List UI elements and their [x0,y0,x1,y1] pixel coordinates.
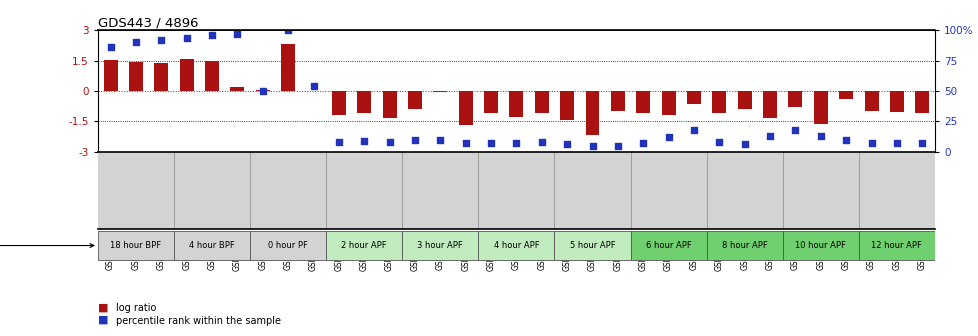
Text: 2 hour APF: 2 hour APF [341,241,386,250]
Text: 12 hour APF: 12 hour APF [870,241,921,250]
Text: 6 hour APF: 6 hour APF [645,241,690,250]
Point [432,137,448,142]
FancyBboxPatch shape [630,231,706,260]
Text: 4 hour APF: 4 hour APF [493,241,539,250]
FancyBboxPatch shape [174,231,249,260]
Point [305,83,321,89]
Bar [914,91,928,113]
Bar [255,89,270,91]
Text: log ratio: log ratio [115,303,156,313]
FancyBboxPatch shape [782,231,858,260]
Bar [712,91,726,113]
Point [786,127,802,132]
Text: ■: ■ [98,315,109,325]
FancyBboxPatch shape [554,231,630,260]
Text: ■: ■ [98,302,109,312]
Point [154,37,169,43]
Point [483,140,499,146]
Bar [408,91,422,109]
FancyBboxPatch shape [326,231,402,260]
Bar [534,91,549,113]
Point [558,142,574,147]
Bar [382,91,396,118]
Bar [357,91,371,113]
Bar [104,59,117,91]
Point [609,143,625,148]
Text: development stage: development stage [0,241,94,251]
Bar [483,91,498,113]
Point [635,140,650,146]
Bar [180,58,194,91]
Point [331,139,346,145]
Bar [762,91,777,118]
Text: 3 hour APF: 3 hour APF [417,241,463,250]
Bar [661,91,675,115]
Point [863,140,878,146]
Point [458,140,473,146]
Point [280,28,295,33]
Text: percentile rank within the sample: percentile rank within the sample [115,316,281,326]
Bar [204,60,219,91]
Point [888,140,904,146]
Point [204,32,220,38]
Text: 5 hour APF: 5 hour APF [569,241,615,250]
Text: 18 hour BPF: 18 hour BPF [111,241,161,250]
Bar [864,91,877,111]
Point [533,139,549,145]
Bar [687,91,700,104]
FancyBboxPatch shape [402,231,478,260]
FancyBboxPatch shape [478,231,554,260]
Point [381,139,397,145]
Bar [559,91,573,120]
Bar [838,91,852,99]
Point [407,137,422,142]
Bar [332,91,345,115]
FancyBboxPatch shape [249,231,326,260]
Point [509,140,524,146]
Point [584,143,600,148]
Text: 8 hour APF: 8 hour APF [721,241,767,250]
Point [736,142,752,147]
FancyBboxPatch shape [98,231,174,260]
Bar [585,91,599,135]
Point [913,140,929,146]
Point [837,137,853,142]
Bar [459,91,472,125]
Point [812,133,827,138]
Bar [433,91,447,92]
Point [179,35,195,40]
Point [254,88,270,94]
Text: 0 hour PF: 0 hour PF [268,241,308,250]
Point [660,134,676,140]
Point [229,31,244,37]
Bar [230,87,244,91]
Bar [636,91,649,113]
Bar [813,91,827,124]
Point [686,127,701,132]
Bar [610,91,624,111]
FancyBboxPatch shape [858,231,934,260]
Bar [155,62,168,91]
FancyBboxPatch shape [706,231,782,260]
Bar [129,61,143,91]
Point [356,138,372,143]
Point [762,133,778,138]
Text: 10 hour APF: 10 hour APF [794,241,845,250]
Text: GDS443 / 4896: GDS443 / 4896 [98,16,199,29]
Bar [281,44,294,91]
Bar [509,91,523,117]
Point [103,45,118,50]
Point [128,40,144,45]
Bar [787,91,802,107]
Bar [737,91,751,109]
Point [711,139,727,145]
Bar [889,91,903,112]
Text: 4 hour BPF: 4 hour BPF [189,241,235,250]
